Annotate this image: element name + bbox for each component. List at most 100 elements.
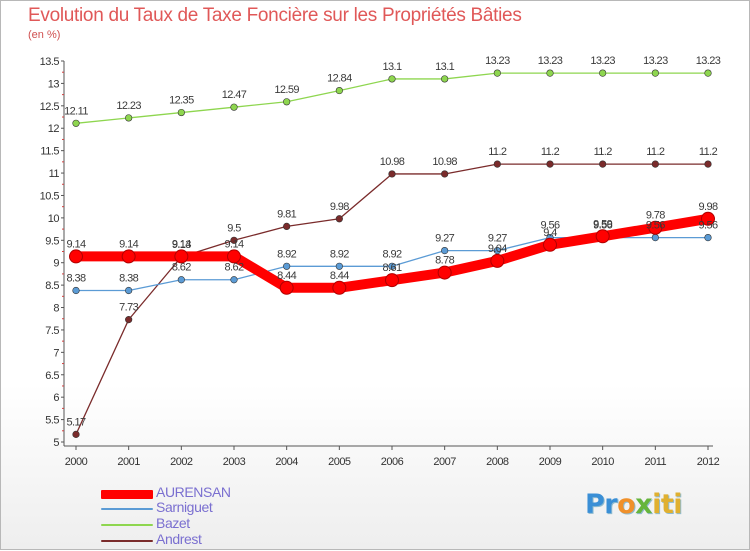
legend-swatch-sarniguet (101, 508, 153, 510)
y-tick-label: 5.5 (45, 415, 59, 427)
series-andrest-point (230, 236, 238, 244)
series-sarniguet-data-label: 8.92 (382, 248, 401, 260)
series-aurensan-point (279, 280, 294, 295)
x-tick-label: 2012 (697, 456, 720, 468)
legend-swatch-bazet (101, 524, 153, 526)
series-aurensan-data-label: 9.78 (646, 210, 665, 222)
series-andrest-data-label: 11.2 (541, 146, 560, 158)
legend-swatch-aurensan (101, 490, 153, 499)
legend-label-aurensan: AURENSAN (156, 484, 231, 500)
series-aurensan-point (595, 229, 610, 244)
legend-label-andrest: Andrest (156, 531, 202, 547)
series-sarniguet-data-label: 9.56 (698, 220, 717, 232)
series-aurensan-data-label: 9.04 (488, 243, 507, 255)
series-bazet-point (651, 69, 659, 77)
series-sarniguet-data-label: 8.62 (224, 262, 243, 274)
series-aurensan-data-label: 9.14 (119, 238, 138, 250)
series-andrest-line (75, 163, 709, 436)
series-andrest-point (335, 215, 343, 223)
x-tick-label: 2001 (117, 456, 140, 468)
series-sarniguet-point (388, 262, 396, 270)
series-sarniguet-data-label: 8.38 (66, 272, 85, 284)
series-andrest-point (704, 160, 712, 168)
series-sarniguet-point (493, 247, 501, 255)
series-bazet-point (546, 69, 554, 77)
series-sarniguet-point (177, 276, 185, 284)
series-andrest-point (599, 160, 607, 168)
series-andrest-data-label: 9.5 (227, 222, 241, 234)
series-sarniguet-point (72, 286, 80, 295)
series-aurensan-data-label: 9.98 (698, 201, 717, 213)
series-andrest-data-label: 10.98 (432, 156, 457, 168)
series-sarniguet-point (704, 234, 712, 242)
x-tick-label: 2000 (65, 456, 88, 468)
series-andrest-data-label: 5.17 (66, 416, 85, 428)
series-aurensan-data-label: 8.44 (277, 270, 296, 282)
series-bazet-data-label: 13.1 (382, 61, 401, 73)
series-aurensan-data-label: 9.14 (66, 238, 85, 250)
series-sarniguet-data-label: 9.27 (488, 233, 507, 245)
series-sarniguet-point (651, 234, 659, 242)
series-aurensan-data-label: 9.59 (593, 218, 612, 230)
y-tick-label: 12 (48, 123, 60, 135)
series-aurensan-point (490, 253, 505, 268)
x-tick-label: 2008 (486, 456, 509, 468)
series-bazet-point (599, 69, 607, 77)
y-tick-label: 9 (53, 258, 59, 270)
series-bazet-data-label: 13.23 (590, 55, 615, 67)
series-andrest-point (546, 160, 554, 168)
series-bazet-data-label: 13.23 (538, 55, 563, 67)
series-andrest-data-label: 10.98 (380, 156, 405, 168)
series-bazet-point (283, 98, 291, 106)
series-bazet-data-label: 12.84 (327, 73, 352, 85)
y-tick-label: 12.5 (40, 101, 60, 113)
y-tick-label: 13 (48, 78, 60, 90)
y-tick-label: 5 (53, 437, 59, 449)
series-sarniguet-point (125, 286, 133, 295)
series-andrest-data-label: 9.81 (277, 208, 296, 220)
series-sarniguet-point (283, 262, 291, 270)
series-bazet-data-label: 13.1 (435, 61, 454, 73)
y-tick-label: 10 (48, 213, 60, 225)
series-andrest-data-label: 11.2 (699, 146, 718, 158)
series-andrest-data-label: 7.73 (119, 302, 138, 314)
series-sarniguet-data-label: 8.92 (330, 248, 349, 260)
x-tick-label: 2004 (275, 456, 298, 468)
series-aurensan-point (648, 220, 663, 235)
y-tick-label: 8.5 (45, 280, 59, 292)
y-tick-label: 7 (53, 347, 59, 359)
series-sarniguet-data-label: 9.27 (435, 233, 454, 245)
series-sarniguet-point (335, 262, 343, 270)
series-sarniguet-data-label: 8.38 (119, 272, 138, 284)
series-bazet-point (230, 103, 238, 111)
series-andrest-point (441, 170, 449, 178)
series-bazet-point (335, 86, 343, 95)
series-sarniguet-data-label: 9.56 (540, 220, 559, 232)
series-bazet-data-label: 12.35 (169, 95, 194, 107)
x-tick-label: 2005 (328, 456, 351, 468)
legend-swatch-andrest (101, 540, 153, 542)
proxiti-logo: Proxiti (585, 489, 683, 520)
series-andrest-data-label: 11.2 (488, 146, 507, 158)
y-tick-label: 8 (53, 303, 59, 315)
series-aurensan-data-label: 9.14 (224, 238, 243, 250)
series-andrest-data-label: 9.13 (172, 239, 191, 251)
series-aurensan-data-label: 9.14 (172, 238, 191, 250)
series-bazet-data-label: 13.23 (643, 55, 668, 67)
series-aurensan-data-label: 8.61 (382, 262, 401, 274)
series-bazet-point (177, 108, 185, 117)
series-bazet-point (704, 69, 712, 77)
series-aurensan-data-label: 9.4 (543, 227, 557, 239)
series-aurensan-point (69, 249, 83, 264)
y-tick-label: 7.5 (45, 325, 59, 337)
y-tick-label: 11.5 (40, 146, 59, 158)
y-tick-label: 11 (49, 168, 60, 180)
series-aurensan-point (437, 265, 452, 280)
series-bazet-point (441, 75, 449, 83)
series-bazet-point (72, 119, 80, 127)
x-tick-label: 2011 (645, 456, 667, 468)
series-sarniguet-data-label: 9.56 (646, 220, 665, 232)
y-tick-label: 9.5 (45, 235, 59, 247)
